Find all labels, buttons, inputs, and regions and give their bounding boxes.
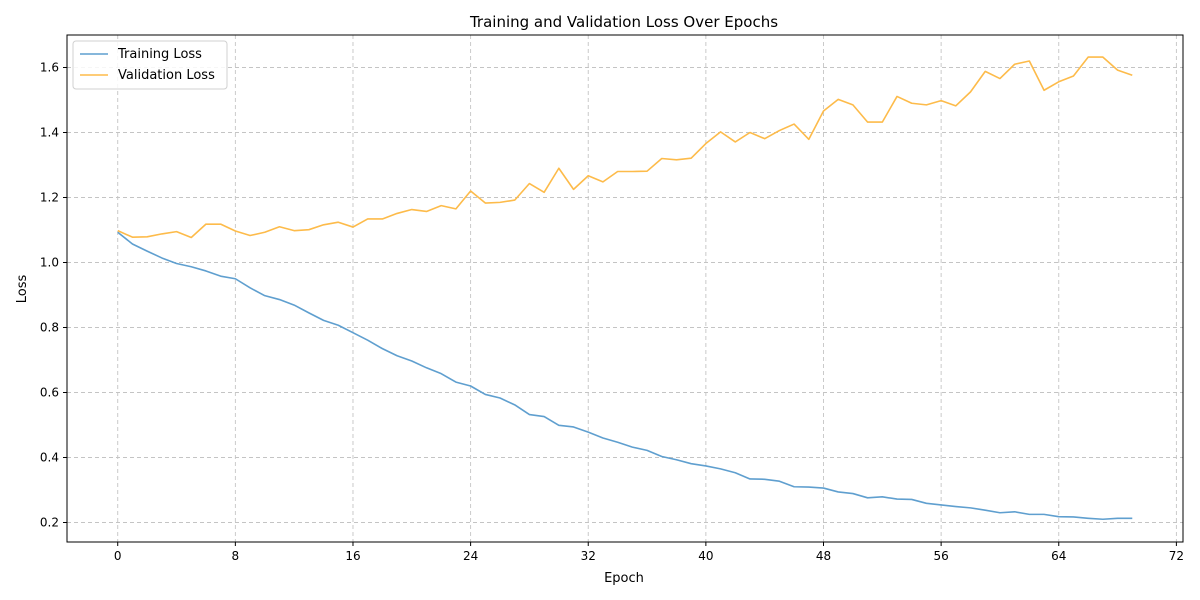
x-tick-label: 48 <box>816 549 831 563</box>
y-tick-label: 1.2 <box>40 191 59 205</box>
x-axis-ticks: 0 8 16 24 32 40 48 56 64 72 <box>114 542 1184 563</box>
legend-label-validation-loss: Validation Loss <box>118 68 215 83</box>
x-tick-label: 32 <box>581 549 596 563</box>
series-lines <box>117 56 1133 521</box>
chart-title: Training and Validation Loss Over Epochs <box>469 13 778 31</box>
x-tick-label: 40 <box>698 549 713 563</box>
validation-loss-line <box>117 56 1133 239</box>
x-tick-label: 24 <box>463 549 478 563</box>
legend-label-training-loss: Training Loss <box>117 47 202 62</box>
plot-frame <box>66 34 1184 543</box>
y-axis-label: Loss <box>15 275 30 304</box>
y-axis-ticks: 0.2 0.4 0.6 0.8 1.0 1.2 1.4 1.6 <box>40 61 67 530</box>
x-tick-label: 16 <box>345 549 360 563</box>
legend-box <box>72 40 228 90</box>
y-tick-label: 0.2 <box>40 516 59 530</box>
legend: Training Loss Validation Loss <box>72 40 228 90</box>
y-tick-label: 1.0 <box>40 256 59 270</box>
training-loss-line <box>117 231 1133 521</box>
y-tick-label: 0.6 <box>40 386 59 400</box>
y-tick-label: 0.4 <box>40 451 59 465</box>
grid <box>67 35 1183 542</box>
x-tick-label: 72 <box>1169 549 1184 563</box>
y-tick-label: 0.8 <box>40 321 59 335</box>
x-tick-label: 8 <box>232 549 240 563</box>
x-tick-label: 56 <box>933 549 948 563</box>
x-tick-label: 64 <box>1051 549 1066 563</box>
y-tick-label: 1.6 <box>40 61 59 75</box>
x-axis-label: Epoch <box>604 571 644 586</box>
x-tick-label: 0 <box>114 549 122 563</box>
y-tick-label: 1.4 <box>40 126 59 140</box>
